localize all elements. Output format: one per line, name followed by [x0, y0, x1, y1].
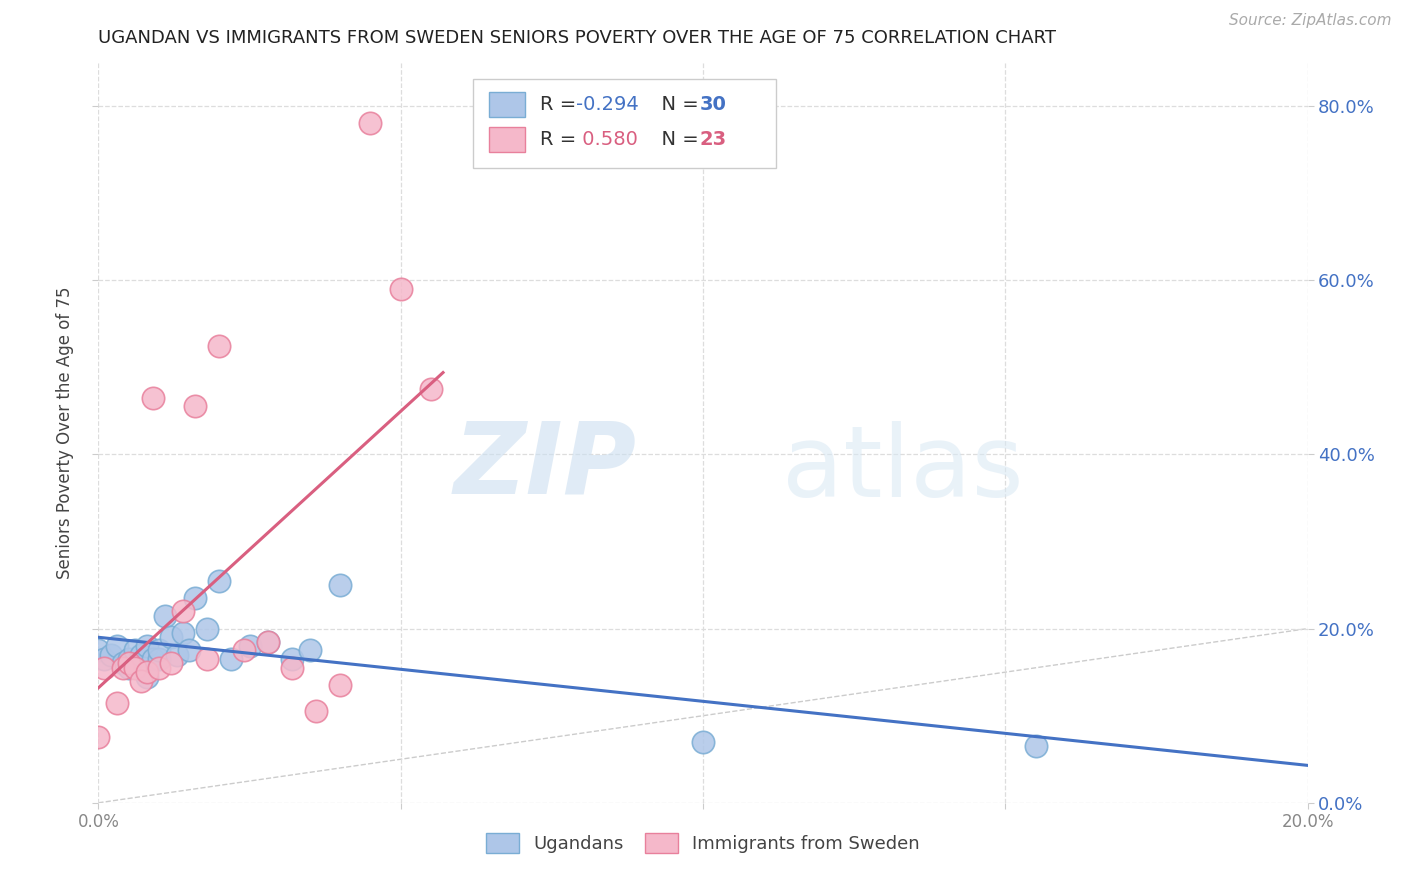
Point [389, 282, 412, 296]
Text: 0.580: 0.580 [576, 129, 638, 149]
Text: N =: N = [648, 95, 704, 114]
Point [160, 657, 183, 671]
Point [118, 652, 141, 666]
Point [148, 661, 170, 675]
Text: atlas: atlas [782, 421, 1024, 518]
Text: 23: 23 [699, 129, 727, 149]
Point [148, 652, 170, 666]
Point [179, 643, 201, 657]
Point [360, 116, 382, 130]
Point [142, 391, 165, 405]
Text: UGANDAN VS IMMIGRANTS FROM SWEDEN SENIORS POVERTY OVER THE AGE OF 75 CORRELATION: UGANDAN VS IMMIGRANTS FROM SWEDEN SENIOR… [98, 29, 1056, 47]
Text: 30: 30 [699, 95, 727, 114]
Point [105, 696, 128, 710]
Point [87, 731, 110, 745]
Point [148, 643, 170, 657]
Point [93, 652, 115, 666]
Y-axis label: Seniors Poverty Over the Age of 75: Seniors Poverty Over the Age of 75 [56, 286, 75, 579]
Point [172, 626, 194, 640]
Point [281, 661, 304, 675]
Point [221, 652, 243, 666]
Point [135, 665, 157, 680]
Point [166, 648, 188, 662]
Point [100, 648, 122, 662]
Legend: Ugandans, Immigrants from Sweden: Ugandans, Immigrants from Sweden [479, 826, 927, 861]
Text: -0.294: -0.294 [576, 95, 638, 114]
Point [129, 673, 152, 688]
FancyBboxPatch shape [489, 92, 526, 117]
Point [111, 661, 134, 675]
Point [160, 630, 183, 644]
Point [195, 652, 218, 666]
Point [232, 643, 254, 657]
Point [135, 669, 157, 683]
FancyBboxPatch shape [489, 127, 526, 152]
Point [184, 400, 207, 414]
Point [299, 643, 322, 657]
Point [305, 704, 328, 718]
Point [256, 634, 278, 648]
Point [105, 639, 128, 653]
Point [172, 604, 194, 618]
Point [118, 657, 141, 671]
Point [184, 591, 207, 606]
Point [87, 643, 110, 657]
Point [135, 639, 157, 653]
Point [195, 622, 218, 636]
Point [111, 657, 134, 671]
Point [329, 578, 352, 592]
Point [93, 661, 115, 675]
FancyBboxPatch shape [474, 78, 776, 168]
Point [1024, 739, 1046, 754]
Text: Source: ZipAtlas.com: Source: ZipAtlas.com [1229, 13, 1392, 29]
Point [239, 639, 262, 653]
Point [256, 634, 278, 648]
Point [124, 643, 146, 657]
Text: R =: R = [540, 129, 582, 149]
Point [692, 735, 714, 749]
Point [281, 652, 304, 666]
Point [129, 648, 152, 662]
Point [118, 661, 141, 675]
Point [329, 678, 352, 692]
Point [208, 574, 231, 588]
Point [124, 661, 146, 675]
Text: N =: N = [648, 129, 704, 149]
Point [142, 652, 165, 666]
Text: R =: R = [540, 95, 582, 114]
Point [208, 338, 231, 352]
Text: ZIP: ZIP [454, 417, 637, 515]
Point [420, 382, 443, 396]
Point [153, 608, 176, 623]
